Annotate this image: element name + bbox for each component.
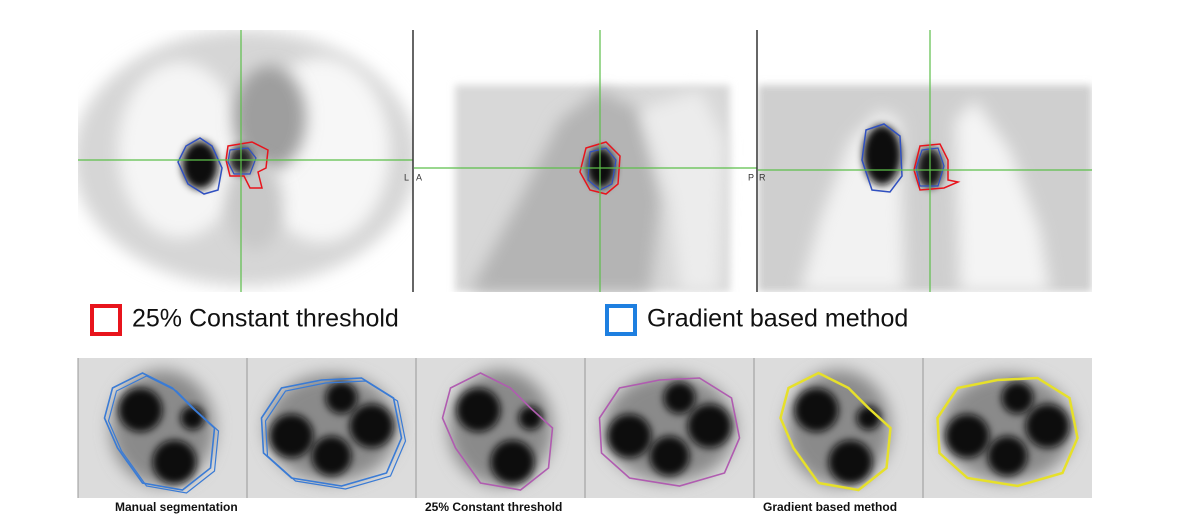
tile <box>416 358 585 498</box>
hot-spot <box>490 440 535 484</box>
hot-spot <box>987 436 1028 476</box>
axial-panel <box>78 30 413 292</box>
hot-spot <box>1025 404 1070 448</box>
contour <box>779 371 892 492</box>
tile <box>247 358 416 498</box>
hot-spot <box>945 414 990 458</box>
tile <box>754 358 923 498</box>
hot-spot <box>456 388 501 432</box>
orientation-label: R <box>759 172 766 182</box>
legend-label: Gradient based method <box>647 305 908 333</box>
tile <box>923 358 1092 498</box>
caption: Manual segmentation <box>115 500 238 514</box>
hot-spot <box>687 404 732 448</box>
hot-spot <box>180 406 205 430</box>
hot-spot <box>311 436 352 476</box>
tile <box>585 358 754 498</box>
orientation-label: P <box>748 172 754 182</box>
hot-spot <box>349 404 394 448</box>
sagittal-panel <box>414 30 757 292</box>
hot-spot <box>663 382 696 414</box>
hot-spot <box>649 436 690 476</box>
hot-spot <box>1001 382 1034 414</box>
contour <box>264 380 407 490</box>
orientation-label: A <box>416 172 422 182</box>
hot-spot <box>325 382 358 414</box>
contour <box>441 372 554 491</box>
caption: 25% Constant threshold <box>425 500 562 514</box>
orientation-label: L <box>404 172 409 182</box>
contour <box>103 372 216 491</box>
legend-swatch <box>605 304 637 336</box>
hot-spot <box>269 414 314 458</box>
coronal-panel <box>758 30 1092 292</box>
hot-spot <box>118 388 163 432</box>
hot-spot <box>518 406 543 430</box>
contour <box>107 375 220 494</box>
hot-spot <box>794 388 839 432</box>
legend-label: 25% Constant threshold <box>132 305 399 333</box>
hot-spot <box>152 440 197 484</box>
tile <box>78 358 247 498</box>
segmentation-tiles <box>77 358 1092 498</box>
legend-swatch <box>90 304 122 336</box>
contour <box>936 376 1079 488</box>
caption: Gradient based method <box>763 500 897 514</box>
contour <box>598 377 741 487</box>
hot-spot <box>828 440 873 484</box>
hot-spot <box>607 414 652 458</box>
